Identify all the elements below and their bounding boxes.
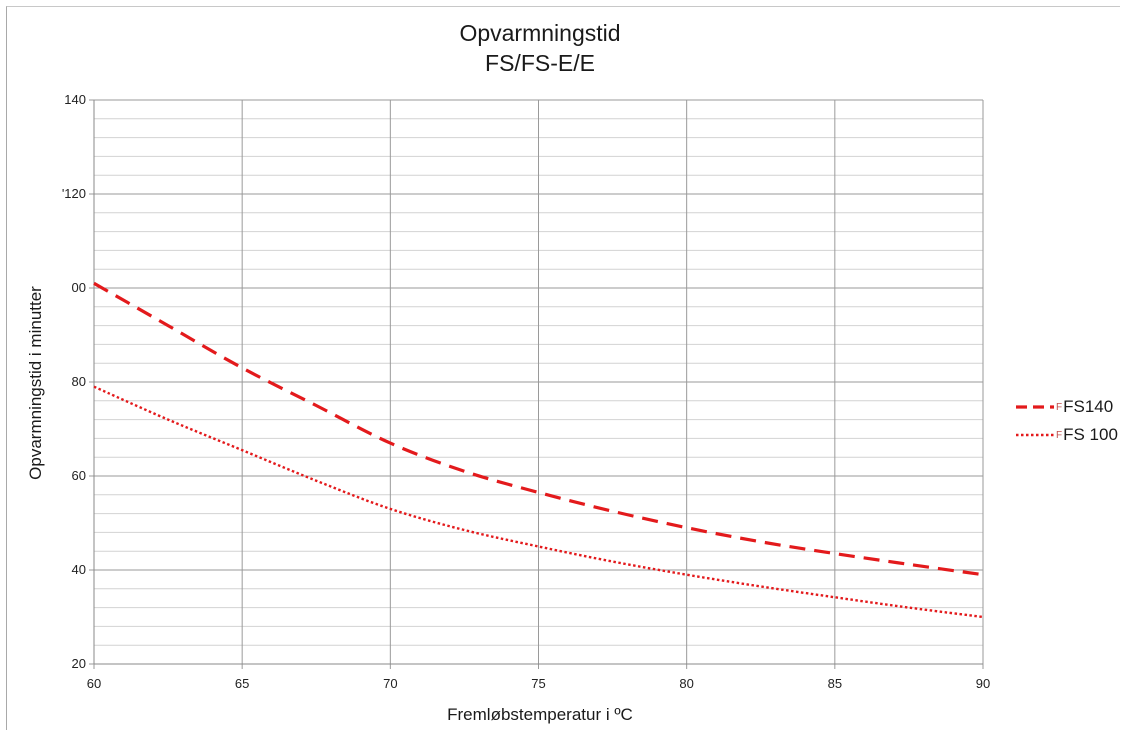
legend-item: F FS140 bbox=[1014, 397, 1113, 417]
x-tick-label: 80 bbox=[667, 676, 707, 691]
legend-swatch bbox=[1014, 401, 1054, 413]
legend-prefix: F bbox=[1056, 430, 1062, 441]
legend-label: FS 100 bbox=[1063, 425, 1118, 445]
x-tick-label: 75 bbox=[519, 676, 559, 691]
y-tick-label: 140 bbox=[46, 92, 86, 107]
y-axis-label: Opvarmningstid i minutter bbox=[26, 286, 46, 480]
x-tick-label: 85 bbox=[815, 676, 855, 691]
y-tick-label: 60 bbox=[46, 468, 86, 483]
x-axis-label: Fremløbstemperatur i ºC bbox=[380, 705, 700, 725]
y-tick-label: '120 bbox=[46, 186, 86, 201]
x-tick-label: 70 bbox=[370, 676, 410, 691]
y-tick-label: 40 bbox=[46, 562, 86, 577]
legend-item: F FS 100 bbox=[1014, 425, 1118, 445]
y-tick-label: 00 bbox=[46, 280, 86, 295]
y-tick-label: 20 bbox=[46, 656, 86, 671]
x-tick-label: 90 bbox=[963, 676, 1003, 691]
x-tick-label: 60 bbox=[74, 676, 114, 691]
x-tick-label: 65 bbox=[222, 676, 262, 691]
legend-prefix: F bbox=[1056, 402, 1062, 413]
y-tick-label: 80 bbox=[46, 374, 86, 389]
legend-label: FS140 bbox=[1063, 397, 1113, 417]
legend-swatch bbox=[1014, 429, 1054, 441]
